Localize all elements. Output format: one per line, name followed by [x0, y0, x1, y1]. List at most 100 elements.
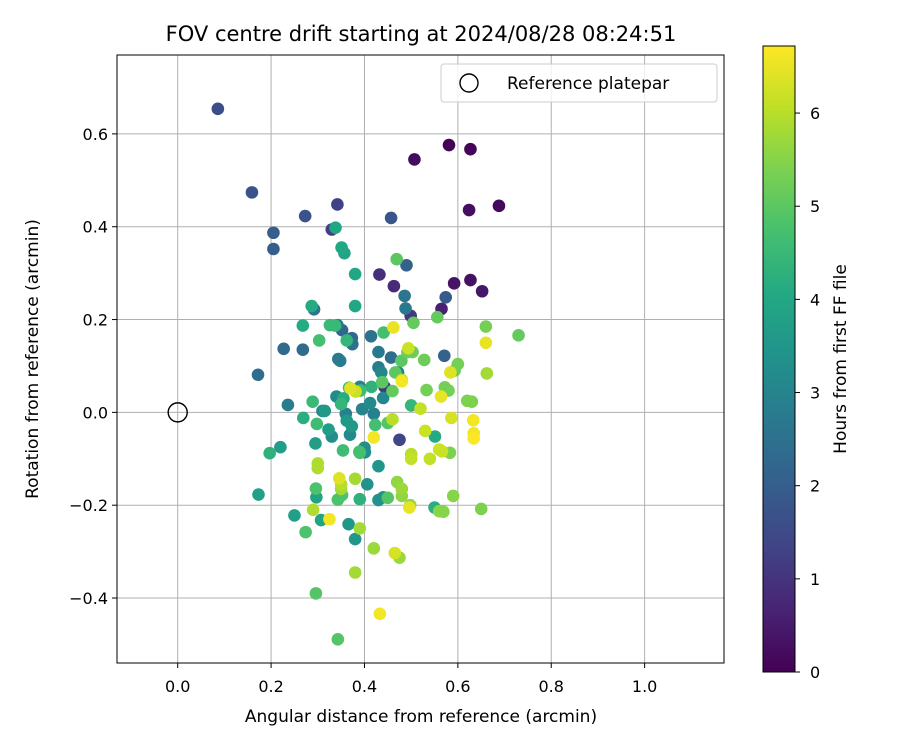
data-point	[328, 319, 342, 332]
data-point	[267, 242, 280, 256]
data-point	[386, 413, 399, 426]
data-point	[348, 472, 362, 486]
data-point	[384, 351, 398, 364]
data-point	[408, 153, 421, 166]
y-tick-label: 0.2	[83, 311, 108, 330]
data-point	[363, 396, 377, 410]
data-point	[398, 289, 411, 303]
data-point	[365, 380, 378, 394]
legend-entry-reference: Reference platepar	[507, 74, 669, 94]
data-point	[400, 258, 413, 272]
data-point	[388, 546, 402, 560]
data-point	[336, 444, 350, 457]
data-point	[310, 417, 324, 431]
data-point	[333, 354, 347, 368]
data-point	[480, 367, 494, 380]
y-tick-label: 0.6	[83, 125, 108, 144]
data-point	[329, 221, 342, 234]
data-point	[377, 326, 390, 339]
colorbar-tick-label: 0	[810, 663, 820, 682]
data-point	[438, 349, 451, 363]
data-point	[417, 353, 431, 367]
colorbar-tick-label: 6	[810, 104, 820, 123]
data-point	[395, 354, 408, 368]
data-point	[375, 375, 389, 389]
data-point	[311, 457, 325, 470]
y-tick-label: 0.4	[83, 218, 108, 237]
data-point	[475, 284, 489, 298]
data-point	[431, 310, 444, 324]
legend-reference-marker	[459, 73, 479, 93]
data-point	[348, 267, 362, 281]
data-point	[387, 321, 400, 334]
data-point	[407, 316, 420, 330]
data-point	[364, 329, 378, 343]
data-point	[467, 432, 481, 445]
data-point	[451, 357, 465, 371]
data-point	[428, 430, 442, 443]
legend-box	[440, 63, 718, 103]
data-point	[274, 440, 287, 454]
plot-frame	[116, 54, 725, 664]
data-point	[263, 446, 276, 460]
data-point	[447, 277, 461, 290]
data-point	[399, 302, 412, 315]
data-point	[353, 522, 367, 535]
data-point	[277, 342, 290, 356]
x-axis-ticks: 0.0 0.2 0.4 0.6 0.8 1.0	[165, 663, 657, 696]
data-point	[309, 587, 323, 600]
data-point	[348, 566, 362, 579]
data-point	[384, 211, 398, 225]
data-point	[323, 512, 336, 526]
data-point	[446, 489, 460, 503]
data-point	[374, 366, 388, 379]
data-point	[432, 504, 446, 518]
colorbar-tick-label: 5	[810, 197, 820, 216]
data-point	[479, 320, 493, 333]
data-point	[318, 404, 332, 418]
reference-platepar-marker	[167, 402, 188, 423]
y-tick-label: 0.0	[83, 403, 108, 422]
data-point	[402, 342, 415, 355]
data-point	[245, 186, 259, 199]
data-point	[368, 418, 382, 432]
data-point	[309, 437, 322, 450]
data-point	[414, 402, 427, 415]
y-tick-label: −0.4	[69, 589, 108, 608]
data-point	[331, 493, 345, 506]
data-point	[211, 102, 225, 116]
data-point	[322, 423, 335, 436]
data-point	[353, 492, 367, 506]
data-point	[418, 424, 432, 438]
data-point	[306, 395, 319, 408]
data-point	[296, 343, 310, 357]
data-point	[381, 491, 395, 505]
data-point	[444, 366, 457, 379]
data-point	[460, 394, 474, 408]
data-point	[404, 452, 418, 466]
data-point	[298, 209, 312, 223]
data-point	[342, 517, 355, 531]
data-point	[367, 542, 381, 555]
data-point	[344, 381, 357, 395]
data-point	[309, 482, 323, 495]
data-point	[367, 407, 381, 421]
data-point	[299, 525, 312, 539]
data-point	[372, 345, 385, 359]
data-points	[211, 102, 525, 646]
data-point	[395, 482, 409, 496]
data-point	[335, 241, 348, 254]
y-tick-label: −0.2	[69, 496, 108, 515]
colorbar-tick-label: 1	[810, 570, 820, 589]
reference-marker	[167, 402, 188, 423]
data-point	[439, 290, 453, 304]
data-point	[442, 138, 456, 152]
data-point	[435, 445, 449, 458]
data-point	[367, 431, 381, 444]
x-tick-label: 0.2	[258, 677, 283, 696]
data-point	[297, 411, 310, 425]
data-point	[479, 336, 493, 350]
data-point	[312, 334, 326, 347]
data-point	[353, 446, 367, 460]
